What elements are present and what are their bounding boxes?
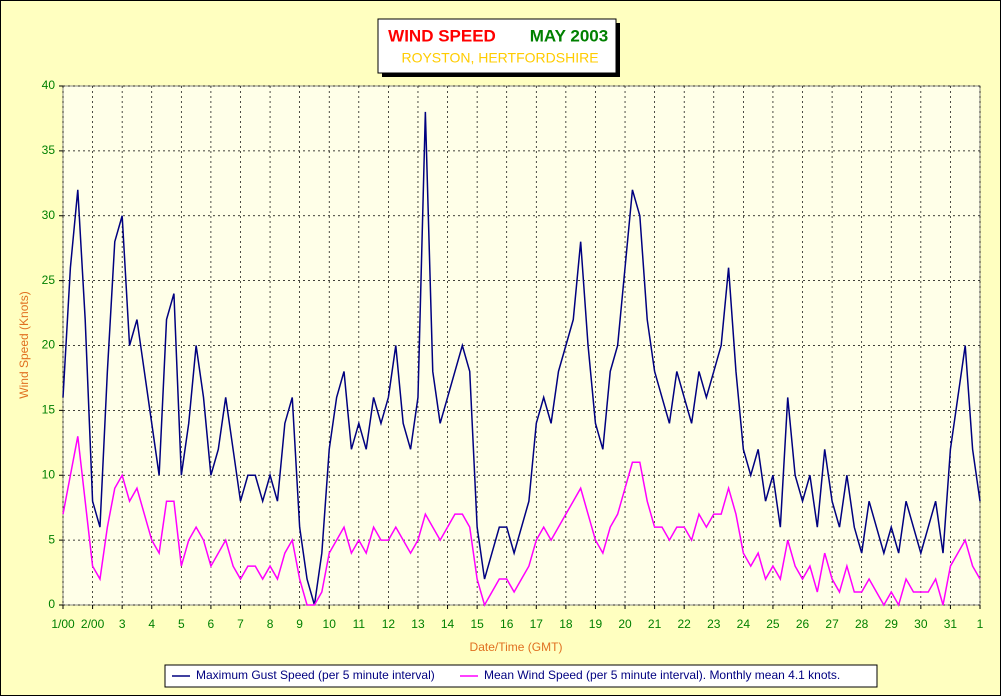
y-tick-label: 20 <box>42 338 56 352</box>
y-tick-label: 10 <box>42 467 56 481</box>
legend-box <box>164 664 878 688</box>
y-tick-label: 5 <box>48 532 55 546</box>
x-tick-label: 3 <box>119 617 126 631</box>
x-tick-label: 25 <box>766 617 780 631</box>
x-tick-label: 22 <box>678 617 692 631</box>
x-tick-label: 7 <box>237 617 244 631</box>
x-tick-label: 14 <box>441 617 455 631</box>
x-tick-label: 19 <box>589 617 603 631</box>
x-tick-label: 15 <box>470 617 484 631</box>
x-tick-label: 5 <box>178 617 185 631</box>
y-axis-label: Wind Speed (Knots) <box>17 291 31 398</box>
x-tick-label: 24 <box>737 617 751 631</box>
x-tick-label: 30 <box>914 617 928 631</box>
y-tick-label: 15 <box>42 403 56 417</box>
x-tick-label: 1/00 <box>51 617 75 631</box>
x-tick-label: 21 <box>648 617 662 631</box>
title-box <box>377 18 617 74</box>
chart-subtitle: ROYSTON, HERTFORDSHIRE <box>401 50 598 66</box>
y-tick-label: 35 <box>42 143 56 157</box>
x-tick-label: 4 <box>148 617 155 631</box>
x-tick-label: 1 <box>977 617 984 631</box>
x-tick-label: 6 <box>208 617 215 631</box>
chart-title: WIND SPEED <box>388 26 496 45</box>
x-tick-label: 29 <box>885 617 899 631</box>
series-line <box>62 436 981 607</box>
x-tick-label: 20 <box>618 617 632 631</box>
x-tick-label: 13 <box>411 617 425 631</box>
x-tick-label: 23 <box>707 617 721 631</box>
y-tick-label: 40 <box>42 78 56 92</box>
x-tick-label: 18 <box>559 617 573 631</box>
x-tick-label: 11 <box>353 617 366 631</box>
y-tick-label: 0 <box>48 597 55 611</box>
x-tick-label: 27 <box>825 617 839 631</box>
chart-title-period: MAY 2003 <box>530 26 608 45</box>
x-tick-label: 9 <box>296 617 303 631</box>
x-tick-label: 10 <box>323 617 337 631</box>
x-tick-label: 31 <box>944 617 958 631</box>
x-tick-label: 12 <box>382 617 396 631</box>
x-tick-label: 2/00 <box>81 617 105 631</box>
x-tick-label: 16 <box>500 617 514 631</box>
plot-area <box>62 85 981 606</box>
legend-label: Mean Wind Speed (per 5 minute interval).… <box>484 668 840 682</box>
x-tick-label: 28 <box>855 617 869 631</box>
y-tick-label: 30 <box>42 208 56 222</box>
series-line <box>62 111 981 606</box>
x-tick-label: 17 <box>530 617 544 631</box>
x-tick-label: 8 <box>267 617 274 631</box>
y-tick-label: 25 <box>42 273 56 287</box>
legend: Maximum Gust Speed (per 5 minute interva… <box>172 668 840 682</box>
x-axis-label: Date/Time (GMT) <box>470 640 563 654</box>
x-tick-label: 26 <box>796 617 810 631</box>
legend-label: Maximum Gust Speed (per 5 minute interva… <box>196 668 435 682</box>
